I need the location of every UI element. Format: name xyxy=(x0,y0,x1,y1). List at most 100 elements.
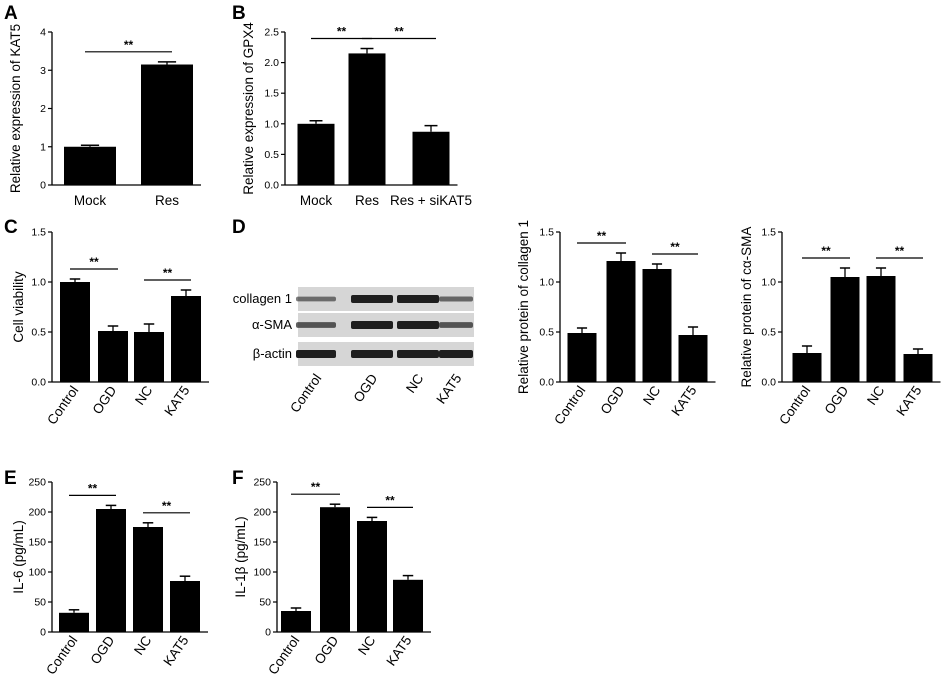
blot-band xyxy=(351,350,393,358)
blot-row-label: α-SMA xyxy=(252,317,292,332)
y-tick-label: 150 xyxy=(253,537,271,549)
x-tick-label: Control xyxy=(776,383,813,427)
x-tick-label: OGD xyxy=(312,633,342,667)
bar-ogd xyxy=(320,507,350,632)
chart-panel-b-1: B 0.0 0.5 1.0 1.5 2.0 2.5 Relative expression o… xyxy=(232,3,472,208)
bar-res xyxy=(141,64,193,185)
x-tick-label: NC xyxy=(640,383,664,408)
y-tick-label: 150 xyxy=(28,537,46,549)
chart-panel-a-0: A 0 1 2 3 4 Relative expression of KAT5 Mock Res… xyxy=(4,3,201,208)
blot-band xyxy=(296,350,336,358)
x-tick-label: NC xyxy=(355,633,379,658)
x-tick-label: NC xyxy=(132,383,156,408)
blot-band xyxy=(439,296,473,302)
y-tick-label: 2 xyxy=(40,103,46,115)
panel-letter: C xyxy=(4,217,18,238)
y-axis-label: IL-6 (pg/mL) xyxy=(11,520,26,594)
blot-band xyxy=(397,350,439,358)
x-tick-label: Res + siKAT5 xyxy=(390,193,472,208)
x-tick-label: Mock xyxy=(74,193,107,208)
chart-panel-c-2: C 0.0 0.5 1.0 1.5 Cell viability Control OGD NC K… xyxy=(4,217,209,427)
y-tick-label: 50 xyxy=(259,597,271,609)
bar-kat5 xyxy=(171,296,201,382)
bar-control xyxy=(792,353,822,382)
y-axis-label: Relative protein of cα-SMA xyxy=(739,227,754,388)
x-tick-label: Control xyxy=(551,383,588,427)
bar-kat5 xyxy=(393,579,423,632)
y-axis-label: Relative expression of KAT5 xyxy=(8,24,23,193)
x-tick-label: KAT5 xyxy=(383,633,414,668)
y-tick-label: 0.5 xyxy=(264,149,279,161)
y-tick-label: 0.5 xyxy=(539,327,554,339)
significance-label: ** xyxy=(670,240,680,254)
y-tick-label: 2.0 xyxy=(264,57,279,69)
significance-label: ** xyxy=(124,38,134,52)
bar-control xyxy=(281,611,311,632)
bar-control xyxy=(59,612,89,632)
bar-mock xyxy=(297,123,335,185)
y-tick-label: 0.0 xyxy=(264,180,279,192)
y-tick-label: 100 xyxy=(253,567,271,579)
y-tick-label: 250 xyxy=(28,477,46,489)
bar-mock xyxy=(64,146,116,185)
blot-band xyxy=(397,321,439,329)
blot-lane-label: NC xyxy=(403,371,427,396)
blot-band xyxy=(439,322,473,328)
blot-band xyxy=(351,295,393,303)
significance-label: ** xyxy=(88,481,98,495)
y-tick-label: 0.5 xyxy=(31,327,46,339)
y-axis-label: Cell viability xyxy=(11,271,26,343)
y-tick-label: 1 xyxy=(40,141,46,153)
y-tick-label: 1.5 xyxy=(31,227,46,239)
bar-nc xyxy=(866,276,896,382)
bar-kat5 xyxy=(678,335,708,382)
bar-kat5 xyxy=(170,581,200,632)
x-tick-label: NC xyxy=(864,383,888,408)
blot-band xyxy=(439,350,473,358)
significance-label: ** xyxy=(311,480,321,494)
blot-lane-label: Control xyxy=(287,371,324,415)
bar-res xyxy=(348,53,386,185)
x-tick-label: Res xyxy=(155,193,179,208)
significance-label: ** xyxy=(89,255,99,269)
significance-label: ** xyxy=(337,25,347,39)
x-tick-label: KAT5 xyxy=(160,633,191,668)
x-tick-label: Control xyxy=(44,383,81,427)
y-tick-label: 200 xyxy=(28,507,46,519)
panel-letter: F xyxy=(232,468,244,489)
x-tick-label: OGD xyxy=(88,633,118,667)
bar-control xyxy=(60,282,90,382)
y-tick-label: 4 xyxy=(40,27,46,39)
y-tick-label: 1.5 xyxy=(539,227,554,239)
y-tick-label: 0.0 xyxy=(31,377,46,389)
chart-panel-f-6: F 0 50 100 150 200 250 IL-1β (pg/mL) Control OGD N… xyxy=(232,468,431,677)
y-tick-label: 1.0 xyxy=(539,277,554,289)
blot-lane-label: OGD xyxy=(351,371,381,405)
bar-ogd xyxy=(830,277,860,382)
y-tick-label: 1.0 xyxy=(31,277,46,289)
y-tick-label: 0 xyxy=(265,627,271,639)
bar-nc xyxy=(642,269,672,382)
chart-panel-d-4: 0.0 0.5 1.0 1.5 Relative protein of cα-SMA Co… xyxy=(739,227,941,427)
y-tick-label: 0 xyxy=(40,627,46,639)
y-tick-label: 3 xyxy=(40,65,46,77)
significance-label: ** xyxy=(394,25,404,39)
y-tick-label: 200 xyxy=(253,507,271,519)
bar-ogd xyxy=(606,261,636,382)
x-tick-label: KAT5 xyxy=(668,383,699,418)
y-tick-label: 0.0 xyxy=(761,377,776,389)
x-tick-label: Mock xyxy=(300,193,333,208)
chart-panel-e-5: E 0 50 100 150 200 250 IL-6 (pg/mL) Control OGD NC… xyxy=(4,468,208,677)
bar-ogd xyxy=(98,331,128,382)
x-tick-label: OGD xyxy=(598,383,628,417)
blot-row-label: collagen 1 xyxy=(233,291,292,306)
y-axis-label: Relative expression of GPX4 xyxy=(241,22,256,195)
x-tick-label: OGD xyxy=(822,383,852,417)
x-tick-label: KAT5 xyxy=(893,383,924,418)
panel-letter: E xyxy=(4,468,17,489)
x-tick-label: KAT5 xyxy=(161,383,192,418)
y-tick-label: 250 xyxy=(253,477,271,489)
blot-band xyxy=(296,296,336,302)
bar-res-sikat5 xyxy=(412,131,450,185)
